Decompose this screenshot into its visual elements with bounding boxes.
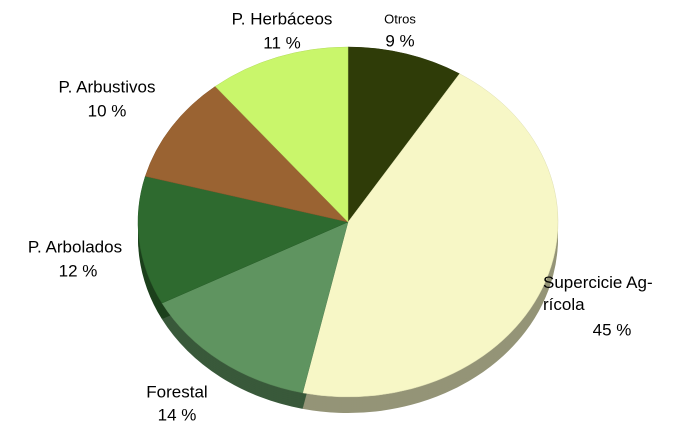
slice [214,46,349,223]
slice-value: 12 % [59,261,98,280]
slice-value: 10 % [88,101,127,120]
slice-label: Forestal [146,382,207,401]
slice-value: 45 % [593,320,632,339]
slice [144,86,349,223]
slice-label: P. Herbáceos [232,9,333,28]
slice-value: 9 % [385,31,414,50]
slice [347,46,460,223]
slice [302,73,559,398]
slice-label: P. Arbolados [28,237,122,256]
slice [161,221,349,394]
slice-value: 11 % [263,33,301,52]
slice-label: Supercicie Ag-rícola [543,273,653,314]
slice-value: 14 % [158,405,197,424]
slice-label: Otros [384,11,416,26]
slice-label: P. Arbustivos [58,77,155,96]
slice [137,175,349,304]
